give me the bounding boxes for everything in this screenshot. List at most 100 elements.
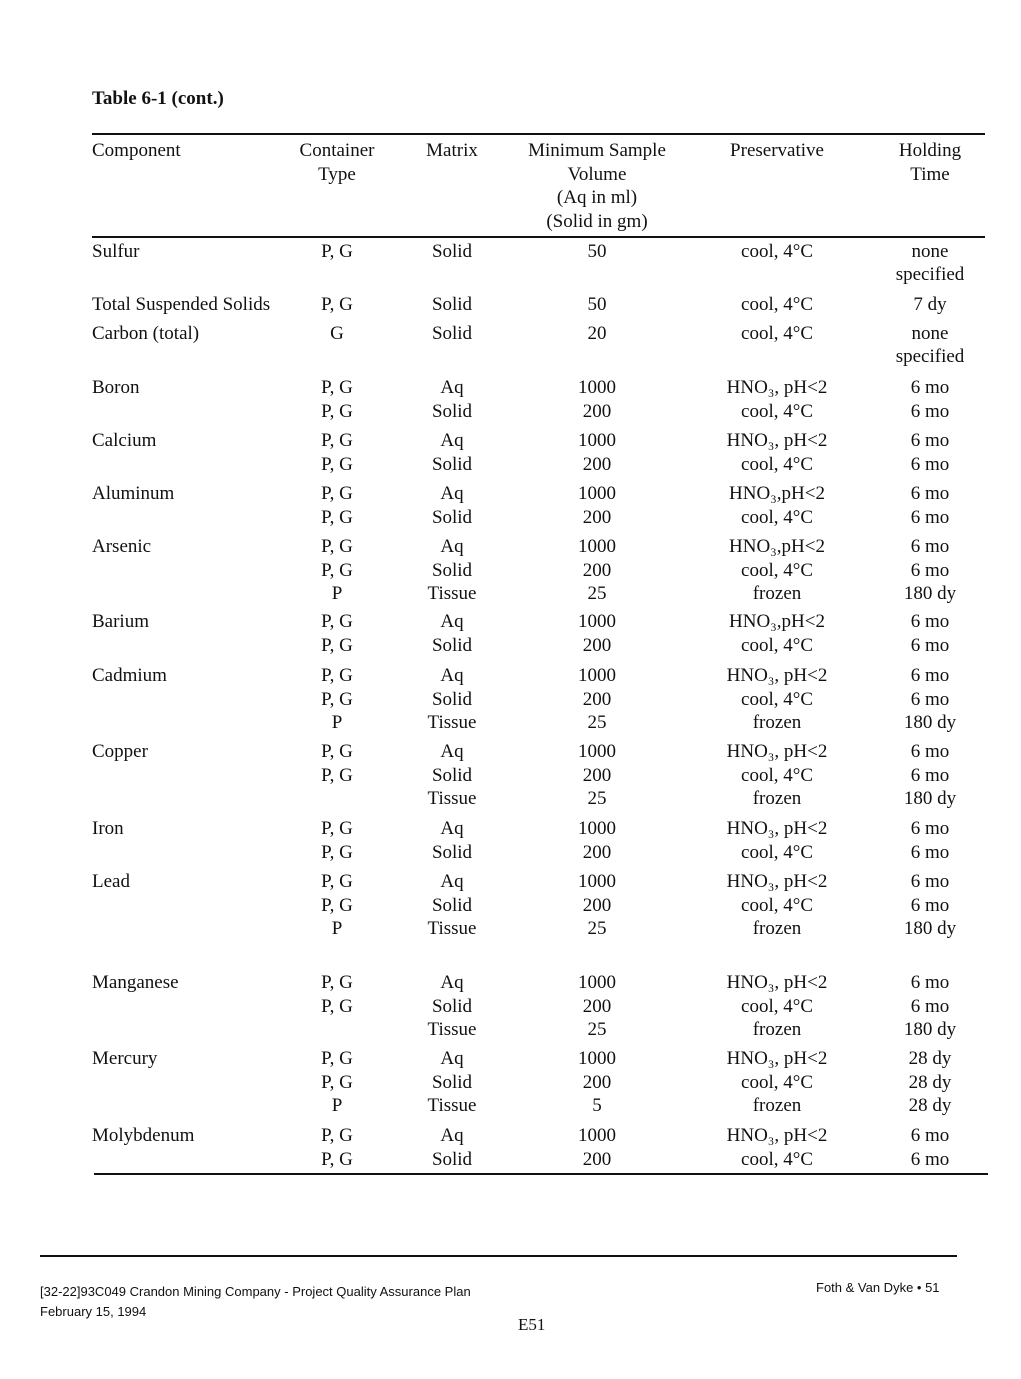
preservative: cool, 4°C [741, 995, 813, 1017]
preservative: HNO₃, pH<2 [726, 665, 828, 686]
matrix: Solid [431, 1148, 473, 1170]
holding-time: 180 dy [903, 712, 957, 733]
holding-time: 6 mo [910, 483, 950, 504]
container: P, G [321, 377, 353, 398]
container: P, G [321, 400, 353, 422]
matrix: Aq [440, 1125, 464, 1146]
matrix: Aq [440, 430, 464, 451]
matrix: Solid [431, 400, 473, 422]
component: Aluminum [92, 483, 175, 504]
holding-time: 6 mo [910, 665, 950, 686]
component: Cadmium [92, 665, 167, 686]
matrix: Aq [440, 536, 464, 557]
matrix: Solid [431, 894, 473, 916]
container: P, G [321, 559, 353, 581]
footer-document: [32-22]93C049 Crandon Mining Company - P… [40, 1284, 471, 1299]
preservative: HNO₃,pH<2 [729, 536, 825, 557]
preservative: frozen [752, 1095, 802, 1116]
container: P, G [321, 972, 353, 993]
holding-time: 6 mo [910, 377, 950, 398]
matrix: Solid [431, 688, 473, 710]
matrix: Solid [431, 764, 473, 786]
matrix: Solid [431, 241, 473, 262]
volume: 1000 [578, 430, 616, 451]
matrix: Tissue [427, 788, 477, 809]
preservative: HNO₃, pH<2 [726, 377, 828, 398]
holding-time: 6 mo [910, 841, 950, 863]
preservative: HNO₃, pH<2 [726, 818, 828, 839]
preservative: cool, 4°C [741, 634, 813, 656]
matrix: Aq [440, 1048, 464, 1069]
preservative: frozen [752, 1019, 802, 1040]
volume: 50 [587, 294, 607, 315]
preservative: cool, 4°C [741, 841, 813, 863]
holding-time: 6 mo [910, 430, 950, 451]
volume: 1000 [578, 1125, 616, 1146]
preservative: cool, 4°C [741, 894, 813, 916]
volume: 1000 [578, 741, 616, 762]
header-container: Type [318, 163, 356, 185]
header-matrix: Matrix [426, 140, 478, 161]
holding-time: 6 mo [910, 995, 950, 1017]
component: Barium [92, 611, 149, 632]
top-rule [92, 133, 985, 135]
volume: 1000 [578, 972, 616, 993]
component: Total Suspended Solids [92, 294, 271, 315]
matrix: Aq [440, 665, 464, 686]
component: Boron [92, 377, 140, 398]
container: P, G [321, 483, 353, 504]
preservative: cool, 4°C [741, 688, 813, 710]
preservative: cool, 4°C [741, 764, 813, 786]
preservative: HNO₃, pH<2 [726, 1048, 828, 1069]
volume: 25 [587, 712, 607, 733]
preservative: frozen [752, 583, 802, 604]
header-holding-time: Time [910, 163, 950, 185]
volume: 25 [587, 918, 607, 939]
container: P, G [321, 871, 353, 892]
header-volume: Volume [567, 163, 627, 185]
container: P [331, 583, 343, 604]
holding-time: none specified [895, 241, 965, 285]
volume: 25 [587, 1019, 607, 1040]
volume: 1000 [578, 377, 616, 398]
volume: 200 [582, 453, 612, 475]
volume: 200 [582, 506, 612, 528]
holding-time: 6 mo [910, 894, 950, 916]
volume: 1000 [578, 483, 616, 504]
volume: 50 [587, 241, 607, 262]
table-title: Table 6-1 (cont.) [92, 88, 224, 109]
container: P, G [321, 536, 353, 557]
matrix: Solid [431, 294, 473, 315]
volume: 1000 [578, 611, 616, 632]
preservative: HNO₃, pH<2 [726, 972, 828, 993]
container: P, G [321, 841, 353, 863]
volume: 25 [587, 788, 607, 809]
holding-time: 6 mo [910, 871, 950, 892]
holding-time: 6 mo [910, 453, 950, 475]
holding-time: 6 mo [910, 506, 950, 528]
matrix: Tissue [427, 712, 477, 733]
container: P, G [321, 818, 353, 839]
volume: 25 [587, 583, 607, 604]
container: P, G [321, 1071, 353, 1093]
holding-time: 180 dy [903, 918, 957, 939]
footer-date: February 15, 1994 [40, 1304, 147, 1319]
container: P [331, 918, 343, 939]
holding-time: 6 mo [910, 688, 950, 710]
preservative: frozen [752, 918, 802, 939]
preservative: HNO₃, pH<2 [726, 430, 828, 451]
preservative: cool, 4°C [741, 323, 813, 344]
matrix: Solid [431, 995, 473, 1017]
volume: 200 [582, 688, 612, 710]
holding-time: none specified [895, 323, 965, 367]
preservative: HNO₃, pH<2 [726, 871, 828, 892]
volume: 200 [582, 894, 612, 916]
preservative: HNO₃,pH<2 [729, 611, 825, 632]
container: P, G [321, 611, 353, 632]
container: P, G [321, 688, 353, 710]
matrix: Aq [440, 741, 464, 762]
container: P, G [321, 634, 353, 656]
volume: 200 [582, 995, 612, 1017]
matrix: Aq [440, 611, 464, 632]
